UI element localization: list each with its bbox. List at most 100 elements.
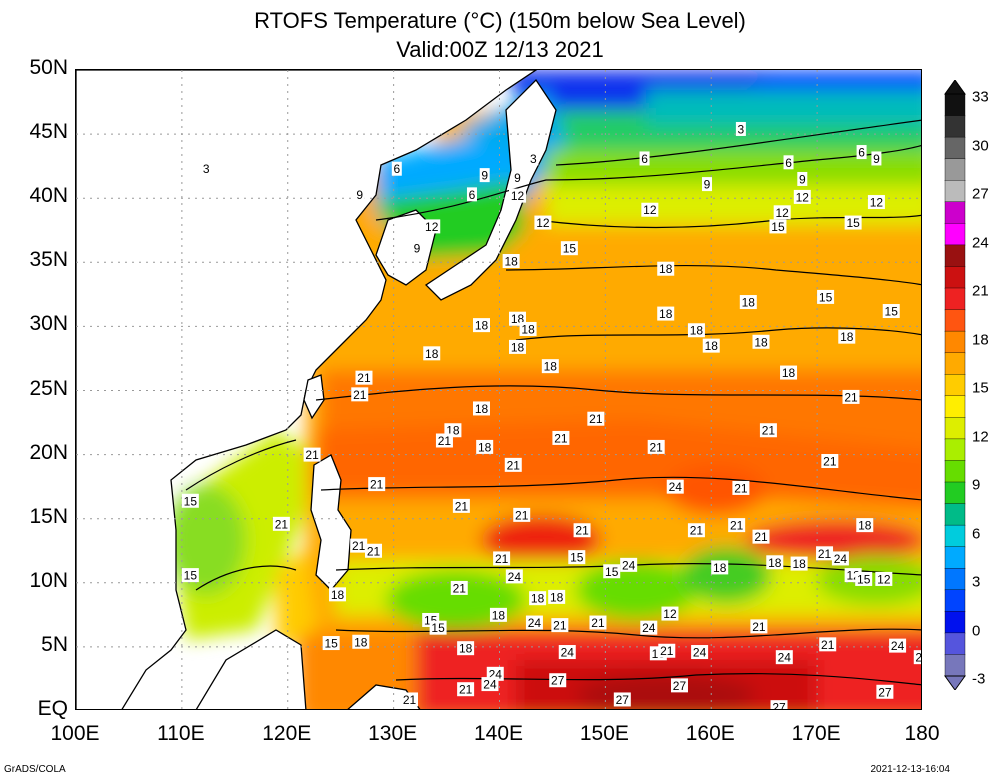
svg-text:18: 18 xyxy=(550,590,564,604)
colorbar xyxy=(944,80,966,690)
contour-label: 18 xyxy=(790,556,808,571)
contour-label: 27 xyxy=(670,678,688,693)
contour-label: 18 xyxy=(473,401,491,416)
svg-text:18: 18 xyxy=(331,588,345,602)
contour-label: 21 xyxy=(658,643,676,658)
colorbar-label: 3 xyxy=(972,573,981,591)
svg-text:21: 21 xyxy=(589,412,603,426)
lat-lon-grid xyxy=(76,70,921,709)
svg-text:12: 12 xyxy=(425,220,439,234)
svg-text:12: 12 xyxy=(663,607,677,621)
svg-text:21: 21 xyxy=(554,431,568,445)
colorbar-label: 18 xyxy=(972,331,989,348)
colorbar-bin xyxy=(944,417,966,440)
latitude-label: 50N xyxy=(29,56,68,79)
contour-label: 18 xyxy=(657,306,675,321)
contour-label: 3 xyxy=(735,121,746,136)
contour-label: 21 xyxy=(493,551,511,566)
colorbar-label: 33 xyxy=(972,88,989,106)
contour-label: 24 xyxy=(889,638,907,653)
svg-text:9: 9 xyxy=(356,188,363,202)
colorbar-bin xyxy=(944,266,966,289)
latitude-label: 40N xyxy=(29,184,68,208)
contour-label: 2 xyxy=(913,650,922,665)
contour-label: 15 xyxy=(181,493,199,508)
svg-text:15: 15 xyxy=(846,216,860,230)
contour-label: 3 xyxy=(528,151,539,166)
render-timestamp: 2021-12-13-16:04 xyxy=(870,764,950,775)
svg-text:12: 12 xyxy=(643,203,657,217)
contour-label: 18 xyxy=(473,318,491,333)
contour-label: 15 xyxy=(769,219,787,234)
svg-text:21: 21 xyxy=(818,547,832,561)
contour-label: 21 xyxy=(450,580,468,595)
svg-text:3: 3 xyxy=(203,162,210,176)
latitude-label: 5N xyxy=(41,632,68,656)
contour-label: 6 xyxy=(856,145,867,160)
svg-text:18: 18 xyxy=(459,642,473,656)
svg-text:15: 15 xyxy=(563,242,577,256)
svg-text:21: 21 xyxy=(660,644,674,658)
svg-text:15: 15 xyxy=(819,290,833,304)
contour-label: 18 xyxy=(541,359,559,374)
contour-label: 21 xyxy=(728,518,746,533)
contour-label: 21 xyxy=(368,477,386,492)
contour-label: 15 xyxy=(429,620,447,635)
svg-text:18: 18 xyxy=(492,608,506,622)
contour-label: 12 xyxy=(661,606,679,621)
svg-text:21: 21 xyxy=(844,390,858,404)
svg-text:9: 9 xyxy=(514,171,521,185)
svg-text:21: 21 xyxy=(370,478,384,492)
contour-label: 21 xyxy=(647,439,665,454)
contour-label: 3 xyxy=(201,161,212,176)
svg-text:21: 21 xyxy=(515,508,529,522)
longitude-label: 170E xyxy=(791,722,841,745)
svg-text:18: 18 xyxy=(840,330,854,344)
contour-label: 18 xyxy=(508,339,526,354)
colorbar-bin xyxy=(944,158,966,181)
contour-label: 9 xyxy=(871,151,882,166)
colorbar-bin xyxy=(944,632,966,656)
colorbar-bin xyxy=(944,180,966,203)
colorbar-label: 21 xyxy=(972,282,989,300)
contour-label: 24 xyxy=(620,557,638,572)
svg-text:18: 18 xyxy=(659,307,673,321)
svg-text:21: 21 xyxy=(275,517,289,531)
latitude-label: 30N xyxy=(29,312,68,336)
svg-text:6: 6 xyxy=(785,156,792,170)
contour-label: 18 xyxy=(329,587,347,602)
latitude-label: 35N xyxy=(29,248,68,272)
contour-label: 15 xyxy=(322,636,340,651)
contour-label: 21 xyxy=(435,433,453,448)
longitude-label: 130E xyxy=(368,722,418,745)
svg-text:3: 3 xyxy=(738,122,745,136)
contour-label: 15 xyxy=(882,304,900,319)
svg-text:21: 21 xyxy=(553,619,567,633)
contour-label: 12 xyxy=(423,219,441,234)
colorbar-label: 9 xyxy=(972,476,981,494)
colorbar-label: 0 xyxy=(972,622,981,639)
svg-text:27: 27 xyxy=(772,701,786,710)
svg-text:6: 6 xyxy=(393,162,400,176)
colorbar-label: 27 xyxy=(972,185,989,203)
contour-label: 27 xyxy=(770,700,788,710)
svg-text:24: 24 xyxy=(561,646,575,660)
contour-label: 21 xyxy=(821,454,839,469)
svg-text:21: 21 xyxy=(823,455,837,469)
svg-text:2: 2 xyxy=(915,651,922,665)
colorbar-bin xyxy=(944,352,966,375)
contour-label: 9 xyxy=(479,168,490,183)
svg-text:12: 12 xyxy=(877,572,891,586)
longitude-label: 150E xyxy=(579,722,629,745)
svg-text:18: 18 xyxy=(478,440,492,454)
svg-text:24: 24 xyxy=(483,678,497,692)
contour-label: 21 xyxy=(687,523,705,538)
contour-label: 21 xyxy=(350,538,368,553)
contour-label: 18 xyxy=(519,321,537,336)
svg-text:24: 24 xyxy=(528,616,542,630)
contour-label: 21 xyxy=(552,430,570,445)
contour-label: 24 xyxy=(666,479,684,494)
svg-text:27: 27 xyxy=(551,674,565,688)
colorbar-bin xyxy=(944,136,966,160)
svg-text:18: 18 xyxy=(705,339,719,353)
